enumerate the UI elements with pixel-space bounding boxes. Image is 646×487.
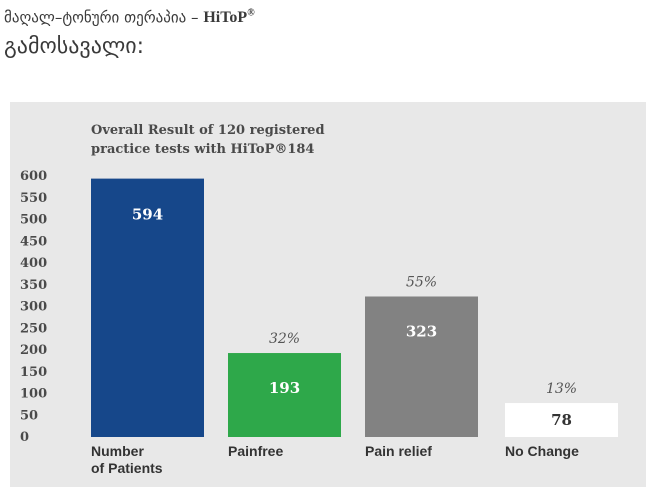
bar-value-label: 323 xyxy=(406,322,437,340)
page-heading: მაღალ–ტონური თერაპია – HiToP® xyxy=(4,8,255,27)
bar xyxy=(91,178,204,438)
bar-percent-label: 13% xyxy=(546,381,577,397)
bar-value-label: 594 xyxy=(132,206,163,224)
chart-title: Overall Result of 120 registered practic… xyxy=(91,121,391,159)
x-category-label: Painfree xyxy=(228,443,283,459)
x-category-label: No Change xyxy=(505,443,579,459)
y-tick-label: 350 xyxy=(20,278,47,293)
y-tick-label: 0 xyxy=(20,430,29,445)
y-tick-label: 550 xyxy=(20,191,47,206)
registered-mark: ® xyxy=(247,8,255,19)
page-subheading: გამოსავალი: xyxy=(4,34,145,59)
bar xyxy=(365,296,478,437)
y-tick-label: 450 xyxy=(20,234,47,249)
bar-value-label: 193 xyxy=(269,379,300,397)
y-tick-label: 300 xyxy=(20,300,47,315)
y-tick-label: 200 xyxy=(20,343,47,358)
brand-name: HiToP® xyxy=(203,8,255,27)
chart-title-line-1: Overall Result of 120 registered xyxy=(91,123,325,138)
y-tick-label: 150 xyxy=(20,365,47,380)
y-tick-label: 250 xyxy=(20,321,47,336)
y-tick-label: 400 xyxy=(20,256,47,271)
bar xyxy=(228,353,341,437)
bar-percent-label: 32% xyxy=(269,331,300,347)
y-tick-label: 500 xyxy=(20,213,47,228)
x-category-label: Number xyxy=(91,443,144,459)
y-tick-label: 50 xyxy=(20,408,38,423)
heading-text: მაღალ–ტონური თერაპია – xyxy=(4,8,204,27)
x-category-label: Pain relief xyxy=(365,443,432,459)
x-category-label: of Patients xyxy=(91,460,163,476)
bar-percent-label: 55% xyxy=(406,274,437,290)
bar xyxy=(505,403,618,437)
y-tick-label: 600 xyxy=(20,169,47,184)
bar-value-label: 78 xyxy=(551,411,572,429)
y-tick-label: 100 xyxy=(20,387,47,402)
chart-title-line-2: practice tests with HiToP®184 xyxy=(91,142,315,157)
